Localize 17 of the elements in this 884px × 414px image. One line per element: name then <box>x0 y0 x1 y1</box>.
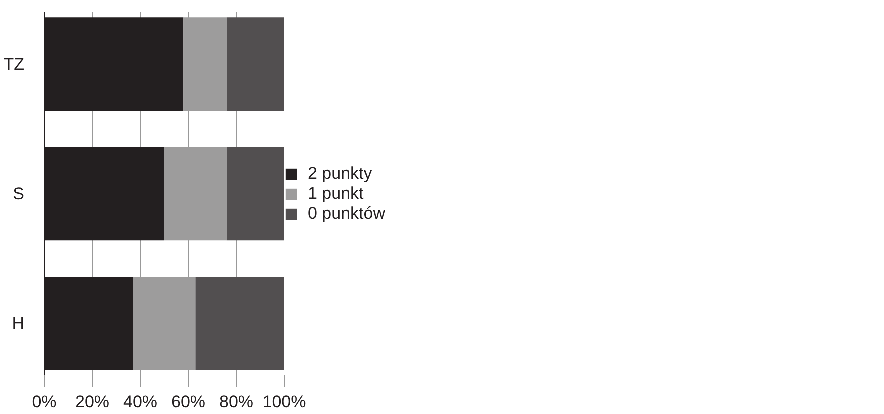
bar <box>133 276 196 370</box>
x-tick-label: 60% <box>171 392 206 412</box>
legend-label: 2 punkty <box>308 164 374 184</box>
y-tick-label: S <box>13 184 25 204</box>
x-tick-label: 0% <box>32 392 57 412</box>
bar <box>226 18 284 112</box>
legend-label: 0 punktów <box>308 204 386 224</box>
x-tick-label: 20% <box>75 392 110 412</box>
bar <box>184 18 227 112</box>
bar <box>196 276 284 370</box>
y-tick-label: H <box>12 314 25 334</box>
x-tick-label: 40% <box>123 392 158 412</box>
y-tick-label: TZ <box>4 54 25 74</box>
legend-label: 1 punkt <box>308 184 365 204</box>
x-tick-label: 80% <box>219 392 254 412</box>
bar <box>164 147 227 241</box>
x-tick-label: 100% <box>262 392 306 412</box>
